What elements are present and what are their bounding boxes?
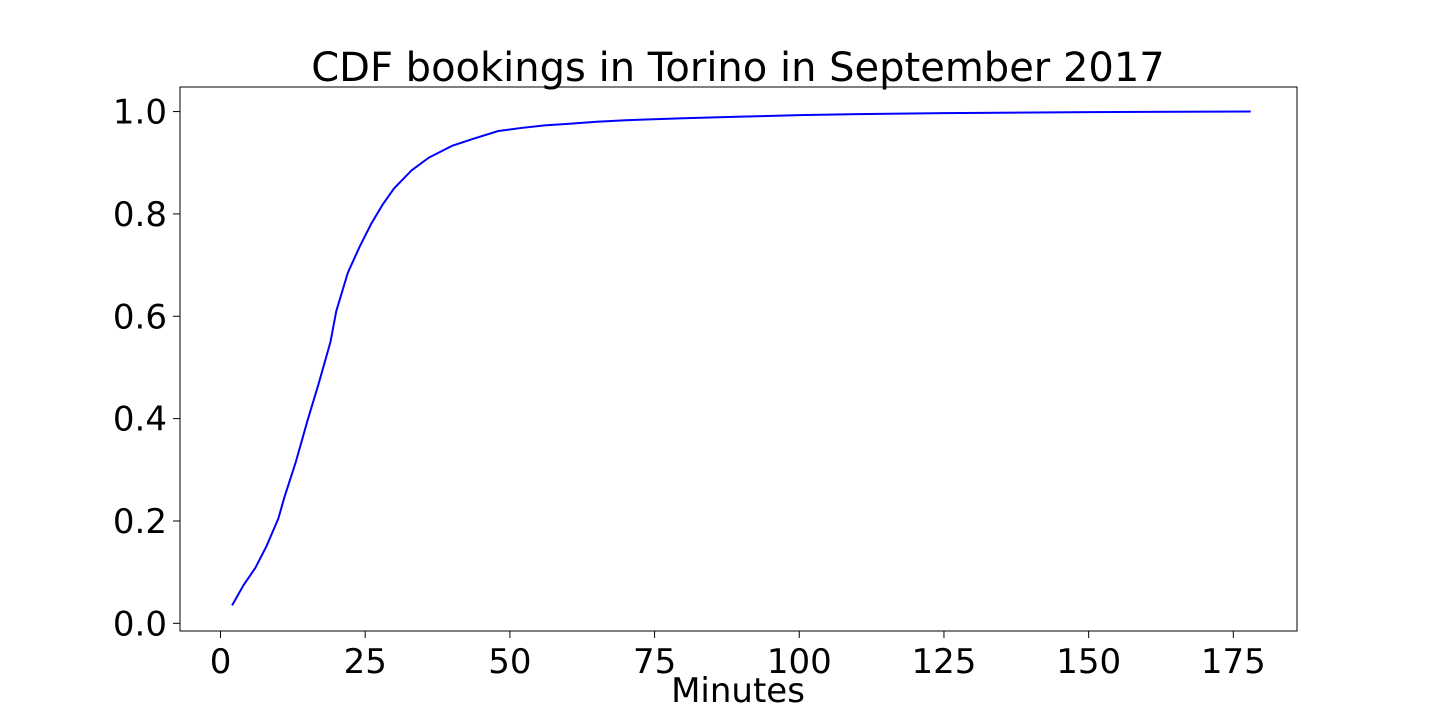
x-axis-ticks: 0 25 50 75 100 125 150 175 <box>210 631 1266 682</box>
x-tick-label: 175 <box>1201 642 1266 682</box>
y-tick-label: 0.2 <box>113 502 167 542</box>
y-tick-label: 1.0 <box>113 93 167 133</box>
x-tick-label: 125 <box>912 642 977 682</box>
y-tick-label: 0.4 <box>113 400 167 440</box>
series-line-0 <box>231 110 1251 606</box>
y-axis-ticks: 0.0 0.2 0.4 0.6 0.8 1.0 <box>113 93 180 644</box>
y-tick-label: 0.8 <box>113 195 167 235</box>
y-tick-label: 0.0 <box>113 604 167 644</box>
plot-area <box>179 86 1298 632</box>
x-axis-label: Minutes <box>671 671 805 711</box>
x-tick-label: 75 <box>633 642 676 682</box>
y-tick-label: 0.6 <box>113 297 167 337</box>
x-tick-label: 0 <box>210 642 232 682</box>
x-tick-label: 50 <box>488 642 531 682</box>
x-tick-label: 100 <box>767 642 832 682</box>
x-tick-label: 25 <box>344 642 387 682</box>
plot-frame <box>179 86 1298 632</box>
chart-title: CDF bookings in Torino in September 2017 <box>311 45 1165 91</box>
x-tick-label: 150 <box>1056 642 1121 682</box>
